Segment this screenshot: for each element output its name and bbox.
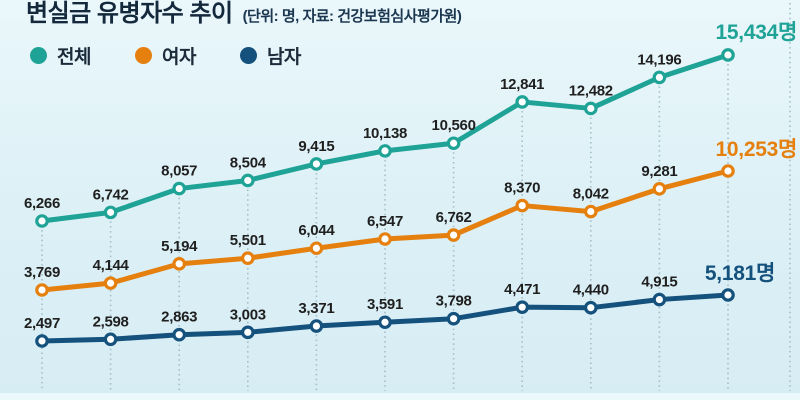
legend-dot-female bbox=[134, 47, 152, 64]
marker-female-3 bbox=[241, 251, 255, 266]
chart-legend: 전체 여자 남자 bbox=[30, 42, 800, 69]
marker-female-2 bbox=[172, 257, 186, 271]
marker-female-9 bbox=[652, 182, 667, 196]
marker-total-0 bbox=[35, 214, 49, 228]
point-label-female-1: 4,144 bbox=[93, 257, 130, 274]
point-label-female-7: 8,370 bbox=[504, 180, 540, 197]
point-label-female-2: 5,194 bbox=[161, 238, 198, 255]
marker-male-7 bbox=[515, 300, 529, 314]
point-label-male-4: 3,371 bbox=[298, 300, 334, 317]
point-label-female-3: 5,501 bbox=[230, 232, 266, 249]
chart-header: 변실금 유병자수 추이 (단위: 명, 자료: 건강보험심사평가원) bbox=[0, 0, 800, 28]
marker-total-8 bbox=[583, 101, 598, 116]
point-label-male-8: 4,440 bbox=[573, 282, 609, 299]
marker-male-6 bbox=[446, 311, 461, 326]
point-label-male-6: 3,798 bbox=[436, 293, 472, 310]
marker-total-3 bbox=[241, 173, 255, 188]
marker-male-1 bbox=[103, 332, 118, 347]
marker-female-5 bbox=[378, 232, 392, 246]
marker-total-7 bbox=[515, 95, 529, 109]
marker-male-4 bbox=[309, 319, 324, 333]
legend-dot-total bbox=[30, 47, 47, 64]
marker-female-0 bbox=[35, 283, 49, 297]
marker-total-9 bbox=[652, 70, 667, 85]
marker-male-3 bbox=[241, 325, 255, 340]
line-female bbox=[39, 168, 731, 293]
marker-male-9 bbox=[652, 292, 667, 307]
point-label-total-8: 12,482 bbox=[569, 82, 613, 99]
point-label-male-1: 2,598 bbox=[93, 313, 129, 330]
legend-label-female: 여자 bbox=[161, 47, 196, 68]
marker-male-5 bbox=[378, 315, 392, 330]
point-label-female-4: 6,044 bbox=[298, 222, 335, 239]
point-label-male-3: 3,003 bbox=[230, 306, 266, 323]
chart-title: 변실금 유병자수 추이 bbox=[26, 0, 233, 27]
point-label-male-5: 3,591 bbox=[367, 296, 403, 313]
legend-label-male: 남자 bbox=[266, 47, 301, 68]
marker-male-0 bbox=[35, 334, 49, 348]
point-label-male-7: 4,471 bbox=[504, 281, 540, 298]
final-label-female: 10,253명 bbox=[716, 138, 797, 161]
point-label-female-9: 9,281 bbox=[641, 163, 677, 180]
point-label-total-4: 9,415 bbox=[298, 138, 334, 155]
point-label-male-9: 4,915 bbox=[641, 274, 677, 291]
point-label-female-5: 6,547 bbox=[367, 213, 403, 230]
marker-male-8 bbox=[583, 300, 598, 315]
line-total bbox=[39, 52, 731, 224]
legend-label-total: 전체 bbox=[57, 47, 91, 68]
point-label-total-0: 6,266 bbox=[24, 195, 60, 212]
marker-female-4 bbox=[309, 241, 324, 256]
point-label-female-0: 3,769 bbox=[24, 264, 60, 281]
point-label-total-7: 12,841 bbox=[500, 76, 544, 93]
marker-total-6 bbox=[446, 136, 461, 151]
point-label-female-8: 8,042 bbox=[573, 186, 609, 203]
marker-female-6 bbox=[446, 228, 461, 242]
point-label-male-0: 2,497 bbox=[24, 315, 60, 332]
chart-subtitle: (단위: 명, 자료: 건강보험심사평가원) bbox=[242, 8, 462, 25]
line-male bbox=[39, 292, 731, 344]
marker-female-7 bbox=[515, 198, 529, 213]
marker-total-2 bbox=[172, 181, 186, 196]
point-label-total-6: 10,560 bbox=[432, 117, 476, 134]
marker-female-8 bbox=[583, 204, 598, 219]
point-label-total-3: 8,504 bbox=[230, 154, 267, 171]
legend-item-female: 여자 bbox=[134, 42, 196, 69]
marker-total-5 bbox=[378, 144, 392, 158]
marker-female-10 bbox=[721, 164, 735, 178]
legend-item-male: 남자 bbox=[239, 42, 301, 69]
marker-male-2 bbox=[172, 327, 186, 342]
point-label-total-5: 10,138 bbox=[363, 125, 407, 142]
legend-dot-male bbox=[239, 47, 257, 64]
marker-male-10 bbox=[721, 288, 735, 302]
point-label-total-2: 8,057 bbox=[161, 163, 197, 180]
marker-total-4 bbox=[309, 157, 324, 171]
point-label-male-2: 2,863 bbox=[161, 309, 197, 326]
final-label-male: 5,181명 bbox=[705, 262, 775, 285]
marker-female-1 bbox=[103, 276, 118, 290]
point-label-female-6: 6,762 bbox=[436, 209, 472, 226]
legend-item-total: 전체 bbox=[30, 42, 91, 69]
point-label-total-1: 6,742 bbox=[93, 186, 129, 203]
marker-total-1 bbox=[103, 205, 118, 220]
